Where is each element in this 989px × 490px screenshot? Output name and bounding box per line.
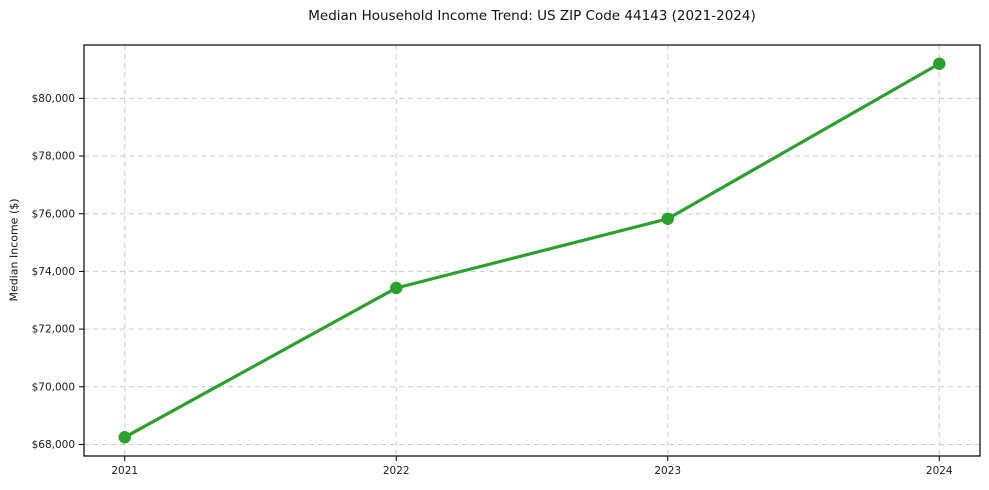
data-point-2024: [933, 57, 946, 70]
y-tick-label: $70,000: [32, 381, 75, 393]
x-tick-label: 2021: [111, 465, 138, 477]
x-tick-label: 2022: [383, 465, 410, 477]
chart-title: Median Household Income Trend: US ZIP Co…: [308, 8, 756, 24]
data-point-2022: [390, 281, 403, 295]
y-tick-label: $72,000: [32, 324, 75, 336]
y-tick-label: $78,000: [32, 151, 75, 163]
y-tick-label: $76,000: [32, 208, 75, 220]
y-tick-label: $74,000: [32, 266, 75, 278]
data-point-2021: [118, 431, 131, 444]
x-tick-label: 2024: [926, 465, 953, 477]
y-tick-label: $68,000: [32, 439, 75, 451]
data-point-2023: [661, 212, 674, 225]
plot-border: [83, 44, 981, 457]
trend-line: [123, 62, 941, 439]
y-axis-label: Median Income ($): [7, 198, 21, 302]
x-tick-label: 2023: [654, 465, 681, 477]
y-tick-label: $80,000: [32, 93, 75, 105]
